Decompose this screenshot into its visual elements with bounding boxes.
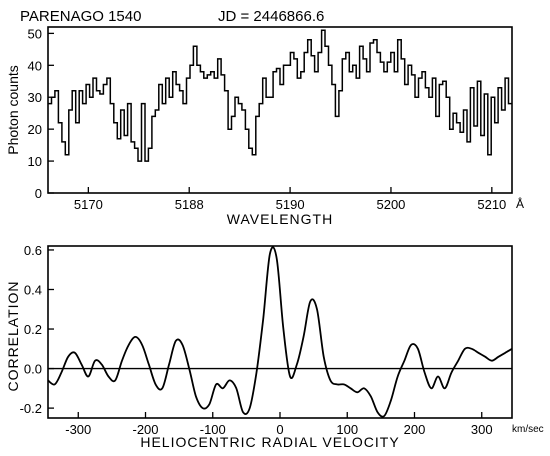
x-tick-label: 5170: [74, 197, 103, 212]
julian-date-label: JD = 2446866.6: [218, 8, 324, 25]
object-title: PARENAGO 1540: [20, 8, 141, 25]
y-tick-label: 40: [28, 58, 42, 73]
correlation-panel: -0.20.00.20.40.6 -300 -200 -100 0 100 200 300 …: [5, 243, 544, 450]
y-tick-label: 0.4: [24, 282, 42, 297]
correlation-plot-frame: [47, 245, 513, 419]
y-tick-label: 50: [28, 26, 42, 41]
spectrum-panel: 0 10 20 30 40 50 5170 5188 5190 5200 5210 Photon …: [5, 26, 524, 227]
x-tick-label: 5210: [477, 197, 506, 212]
y-tick-label: 0.6: [24, 243, 42, 258]
x-tick-label: 0: [276, 422, 283, 437]
spectrum-series-line: [48, 29, 512, 162]
spectrum-x-axis-label: WAVELENGTH: [227, 211, 333, 227]
spectrum-y-ticks: 0 10 20 30 40 50: [28, 26, 54, 201]
x-tick-label: 5200: [376, 197, 405, 212]
x-tick-label: 200: [404, 422, 426, 437]
y-tick-label: 0: [35, 186, 42, 201]
correlation-series-line: [47, 246, 513, 418]
y-tick-label: 30: [28, 90, 42, 105]
x-tick-label: -200: [132, 422, 158, 437]
x-tick-label: -300: [65, 422, 91, 437]
spectrum-x-ticks: 5170 5188 5190 5200 5210: [74, 187, 506, 212]
correlation-x-ticks: -300 -200 -100 0 100 200 300: [65, 412, 493, 437]
x-tick-label: 5188: [175, 197, 204, 212]
correlation-x-unit: km/sec: [512, 424, 544, 435]
spectrum-plot-frame: [47, 26, 513, 194]
correlation-y-ticks: -0.2 0.0 0.2 0.4 0.6: [20, 243, 54, 416]
y-tick-label: -0.2: [20, 401, 42, 416]
y-tick-label: 10: [28, 154, 42, 169]
x-tick-label: 5190: [276, 197, 305, 212]
y-tick-label: 0.0: [24, 362, 42, 377]
spectrum-x-unit: Å: [516, 196, 524, 211]
x-tick-label: -100: [200, 422, 226, 437]
correlation-x-axis-label: HELIOCENTRIC RADIAL VELOCITY: [140, 434, 399, 450]
correlation-y-axis-label: CORRELATION: [5, 280, 21, 391]
y-tick-label: 0.2: [24, 322, 42, 337]
spectrum-y-axis-label: Photon counts: [5, 65, 21, 155]
x-tick-label: 100: [336, 422, 358, 437]
y-tick-label: 20: [28, 122, 42, 137]
x-tick-label: 300: [471, 422, 493, 437]
